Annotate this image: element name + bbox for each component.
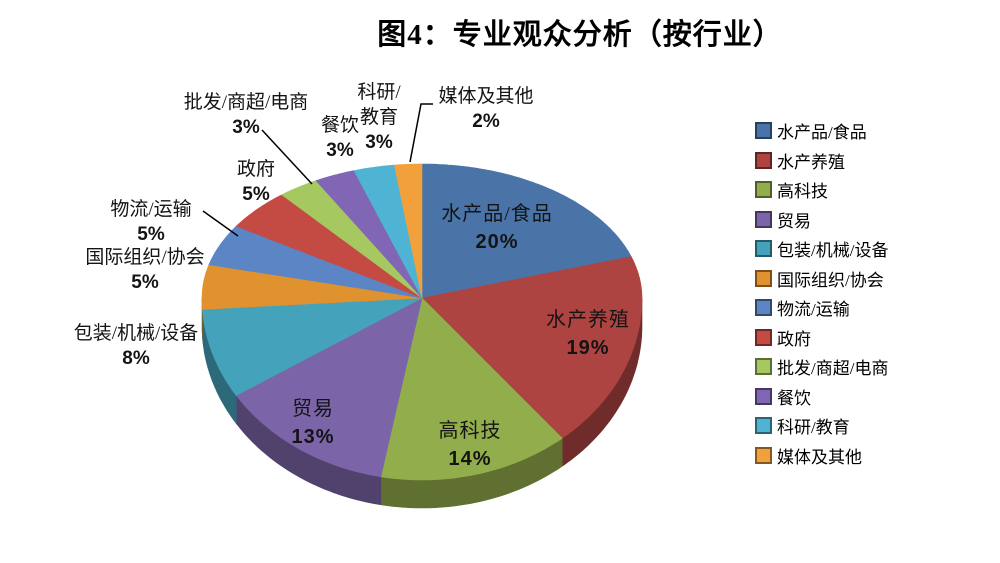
slice-label-2: 高科技 14% — [439, 417, 502, 473]
slice-label-1: 水产养殖 19% — [546, 306, 630, 362]
slice-label-name: 餐饮 — [320, 115, 360, 136]
slice-label-3: 贸易 13% — [291, 395, 334, 451]
pie-slice-9 — [315, 170, 423, 299]
pie-slice-1 — [421, 256, 643, 439]
legend-label: 国际组织/协会 — [777, 270, 884, 290]
slice-label-name: 高科技 — [438, 420, 502, 442]
legend-swatch — [755, 299, 772, 317]
pie-slice-3 — [235, 297, 423, 478]
slice-label-percent: 3% — [365, 132, 393, 153]
slice-label-6: 物流/运输 5% — [110, 197, 191, 247]
slice-label-8: 批发/商超/电商 3% — [184, 90, 309, 140]
slice-label-name: 包装/机械/设备 — [73, 323, 199, 344]
slice-label-percent: 8% — [122, 348, 150, 369]
legend-label: 政府 — [777, 329, 811, 349]
slice-label-name: 水产品/食品 — [441, 203, 553, 225]
slice-label-percent: 5% — [131, 272, 159, 293]
pie-slice-4 — [202, 297, 423, 396]
legend-swatch — [755, 122, 772, 140]
pie-slice-7 — [235, 194, 423, 299]
legend-item-2: 高科技 — [755, 175, 888, 205]
legend: 水产品/食品 水产养殖高科技贸易包装/机械/设备 国际组织/协会 物流/运输政府批发/… — [755, 116, 888, 470]
leader-line-0 — [261, 129, 313, 185]
legend-item-9: 餐饮 — [755, 382, 888, 412]
pie-slice-8 — [281, 180, 423, 299]
legend-label: 媒体及其他 — [777, 447, 862, 467]
slice-label-name: 贸易 — [292, 398, 334, 420]
slice-label-name: 物流/运输 — [110, 199, 192, 220]
legend-label: 包装/机械/设备 — [777, 241, 889, 261]
legend-label: 水产品/食品 — [777, 123, 867, 143]
legend-item-7: 政府 — [755, 323, 888, 353]
slice-label-percent: 3% — [232, 117, 260, 138]
pie-slice-2 — [380, 297, 563, 481]
slice-label-7: 政府 5% — [237, 157, 275, 207]
slice-label-percent: 19% — [566, 337, 610, 359]
legend-swatch — [755, 446, 772, 464]
pie-slice-11 — [394, 163, 423, 299]
legend-item-5: 国际组织/协会 — [755, 264, 888, 294]
slice-label-name: 国际组织/协会 — [85, 247, 205, 268]
legend-item-0: 水产品/食品 — [755, 116, 888, 146]
slice-label-name: 科研/ — [357, 82, 401, 103]
chart-title: 图4：专业观众分析（按行业） — [377, 19, 783, 51]
legend-swatch — [755, 417, 772, 435]
slice-label-5: 国际组织/协会 5% — [85, 245, 204, 295]
legend-swatch — [755, 151, 772, 169]
slice-label-9: 餐饮 3% — [321, 113, 359, 163]
leader-line-2 — [409, 103, 433, 163]
legend-item-1: 水产养殖 — [755, 146, 888, 176]
legend-item-4: 包装/机械/设备 — [755, 234, 888, 264]
slice-label-10: 科研/教育 3% — [357, 80, 400, 155]
legend-item-11: 媒体及其他 — [755, 441, 888, 471]
slice-label-percent: 2% — [472, 111, 500, 132]
legend-swatch — [755, 269, 772, 287]
slice-label-percent: 13% — [291, 426, 335, 448]
legend-swatch — [755, 181, 772, 199]
legend-swatch — [755, 210, 772, 228]
slice-label-name: 媒体及其他 — [438, 86, 534, 107]
slice-label-percent: 20% — [475, 231, 519, 253]
legend-item-6: 物流/运输 — [755, 293, 888, 323]
legend-item-8: 批发/商超/电商 — [755, 352, 888, 382]
leader-line-1 — [202, 210, 239, 237]
legend-item-10: 科研/教育 — [755, 411, 888, 441]
legend-swatch — [755, 240, 772, 258]
slice-label-percent: 5% — [242, 184, 270, 205]
legend-label: 物流/运输 — [777, 300, 850, 320]
slice-label-percent: 14% — [448, 448, 492, 470]
legend-swatch — [755, 328, 772, 346]
legend-label: 高科技 — [777, 182, 828, 202]
slice-label-percent: 3% — [326, 140, 354, 161]
slice-label-name: 教育 — [359, 107, 398, 128]
pie-slice-0 — [421, 163, 632, 299]
legend-label: 贸易 — [777, 211, 811, 231]
pie-slice-10 — [353, 164, 423, 299]
pie-slice-5 — [201, 264, 423, 310]
slice-label-name: 政府 — [236, 159, 276, 180]
slice-label-11: 媒体及其他 2% — [438, 84, 533, 134]
legend-swatch — [755, 387, 772, 405]
legend-swatch — [755, 358, 772, 376]
slice-label-name: 水产养殖 — [546, 309, 630, 331]
slice-label-0: 水产品/食品 20% — [441, 200, 553, 256]
legend-label: 餐饮 — [777, 388, 811, 408]
legend-item-3: 贸易 — [755, 205, 888, 235]
slice-label-name: 批发/商超/电商 — [183, 92, 309, 113]
slice-label-4: 包装/机械/设备 8% — [74, 321, 199, 371]
legend-label: 批发/商超/电商 — [777, 359, 889, 379]
legend-label: 科研/教育 — [777, 418, 850, 438]
slice-label-percent: 5% — [137, 224, 165, 245]
legend-label: 水产养殖 — [777, 152, 845, 172]
